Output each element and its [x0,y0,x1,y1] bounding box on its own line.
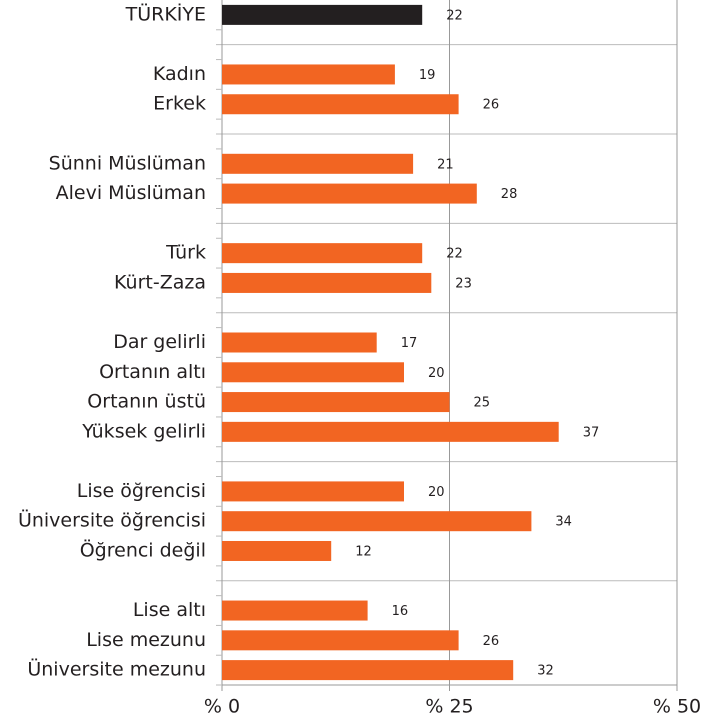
value-label: 12 [355,544,372,559]
x-tick-label: % 0 [204,696,240,718]
y-tick-label: Üniversite öğrencisi [18,509,206,532]
value-label: 20 [428,485,445,500]
value-label: 19 [419,68,436,83]
bar [222,4,423,25]
bar [222,540,332,561]
value-label: 23 [455,276,472,291]
bar [222,511,532,532]
bar [222,183,477,204]
bar [222,153,414,174]
x-tick-label: % 50 [653,696,701,718]
y-tick-label: Lise öğrencisi [77,480,206,502]
y-tick-label: Lise altı [133,599,206,621]
y-tick-label: Kürt-Zaza [114,271,206,293]
y-tick-label: Türk [165,242,206,264]
value-label: 20 [428,366,445,381]
value-label: 26 [483,634,500,649]
bar [222,272,432,293]
value-label: 26 [483,98,500,113]
bar [222,362,404,383]
y-tick-label: Ortanın altı [99,361,206,383]
value-label: 21 [437,157,454,172]
bar [222,64,395,85]
y-tick-label: Yüksek gelirli [81,420,206,442]
bar [222,630,459,651]
value-label: 34 [555,515,572,530]
bar [222,481,404,502]
value-label: 37 [583,425,600,440]
value-label: 22 [446,247,463,262]
y-tick-label: Lise mezunu [86,629,206,651]
y-tick-label: Alevi Müslüman [56,182,206,204]
value-label: 16 [392,604,409,619]
bar [222,94,459,115]
y-tick-label: Öğrenci değil [80,538,206,561]
value-label: 32 [537,664,554,679]
y-tick-label: Ortanın üstü [87,391,206,413]
value-label: 28 [501,187,518,202]
value-label: 25 [474,396,491,411]
bar [222,660,514,681]
x-tick-label: % 25 [425,696,473,718]
bar [222,421,559,442]
y-tick-label: Sünni Müslüman [49,152,206,174]
y-tick-label: Dar gelirli [113,331,206,353]
value-label: 17 [401,336,418,351]
y-tick-label: Erkek [153,93,206,115]
y-tick-label: TÜRKİYE [125,2,206,25]
y-tick-label: Üniversite mezunu [27,658,206,681]
value-label: 22 [446,8,463,23]
y-tick-label: Kadın [153,63,206,85]
bar [222,243,423,264]
bar [222,600,368,621]
bar [222,392,450,413]
bar [222,332,377,353]
